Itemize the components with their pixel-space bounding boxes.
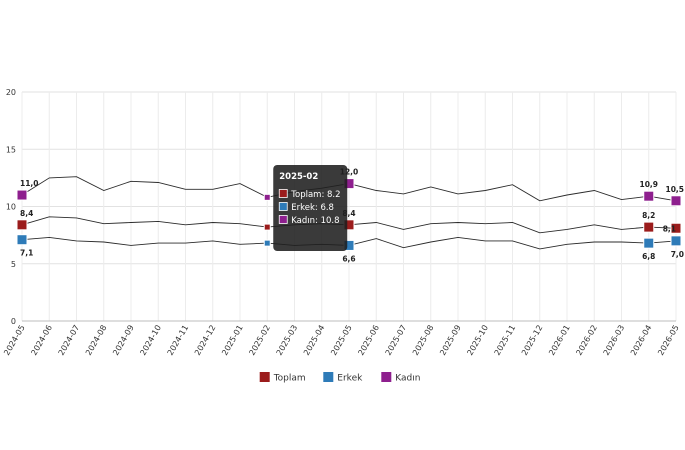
y-tick-label: 0 xyxy=(11,317,16,326)
legend-label-toplam: Toplam xyxy=(273,374,306,384)
data-label-kadın: 12,0 xyxy=(340,168,359,177)
x-tick-label: 2025-12 xyxy=(520,324,545,357)
tooltip-swatch-erkek xyxy=(278,202,288,211)
x-tick-label: 2025-08 xyxy=(411,324,436,357)
chart-data-labels: 8,4 8,4 8,2 8,1 7,1 6,6 6,8 7,0 11,0 12,0 10,9 10,5 xyxy=(20,168,684,264)
data-label-toplam: 8,2 xyxy=(642,211,655,220)
chart-legend: Toplam Erkek Kadın xyxy=(259,372,420,384)
marker-kadın xyxy=(263,193,271,201)
x-tick-label: 2024-09 xyxy=(111,324,136,357)
x-tick-label: 2025-09 xyxy=(438,324,463,357)
x-tick-label: 2025-07 xyxy=(384,324,409,357)
data-label-erkek: 7,0 xyxy=(671,250,684,259)
tooltip-title: 2025-02 xyxy=(279,172,318,182)
y-tick-label: 15 xyxy=(6,145,16,154)
x-tick-label: 2025-03 xyxy=(275,324,300,357)
data-label-kadın: 10,5 xyxy=(665,185,684,194)
legend-swatch-kadın xyxy=(381,372,392,382)
marker-erkek xyxy=(643,237,655,249)
chart-series xyxy=(16,176,682,251)
marker-kadın xyxy=(643,190,655,202)
tooltip-line-kadın: Kadın: 10.8 xyxy=(291,216,339,226)
tooltip-line-erkek: Erkek: 6.8 xyxy=(291,203,334,213)
x-tick-label: 2024-08 xyxy=(84,324,109,357)
data-label-erkek: 6,6 xyxy=(342,254,355,263)
marker-toplam xyxy=(263,223,271,231)
x-tick-label: 2024-10 xyxy=(138,324,163,357)
tooltip-swatch-kadın xyxy=(278,215,288,224)
marker-toplam xyxy=(643,221,655,233)
x-tick-label: 2024-12 xyxy=(193,324,218,357)
marker-erkek xyxy=(263,239,271,247)
x-tick-label: 2025-02 xyxy=(247,324,272,357)
y-tick-label: 5 xyxy=(11,260,16,269)
x-tick-label: 2025-01 xyxy=(220,324,245,357)
marker-kadın xyxy=(16,189,28,201)
chart-tooltip: 2025-02 Toplam: 8.2 Erkek: 6.8 Kadın: 10.8 xyxy=(273,165,348,251)
x-tick-label: 2025-05 xyxy=(329,324,354,357)
x-tick-label: 2025-11 xyxy=(493,324,518,357)
legend-label-kadın: Kadın xyxy=(395,374,420,384)
legend-swatch-erkek xyxy=(323,372,334,382)
x-tick-label: 2025-04 xyxy=(302,324,327,357)
marker-toplam xyxy=(670,222,682,234)
tooltip-line-toplam: Toplam: 8.2 xyxy=(290,190,340,200)
x-tick-label: 2025-10 xyxy=(465,324,490,357)
x-tick-label: 2025-06 xyxy=(356,324,381,357)
y-tick-label: 10 xyxy=(6,203,16,212)
data-label-kadın: 10,9 xyxy=(639,180,658,189)
x-tick-label: 2026-02 xyxy=(574,324,599,357)
y-tick-label: 20 xyxy=(6,88,16,97)
data-label-erkek: 7,1 xyxy=(20,249,33,258)
data-label-erkek: 6,8 xyxy=(642,252,655,261)
x-tick-label: 2026-05 xyxy=(656,324,681,357)
tooltip-swatch-toplam xyxy=(278,189,288,198)
marker-toplam xyxy=(16,219,28,231)
chart-grid xyxy=(21,91,677,322)
legend-label-erkek: Erkek xyxy=(337,374,363,384)
data-label-kadın: 11,0 xyxy=(20,179,39,188)
marker-erkek xyxy=(16,234,28,246)
x-tick-label: 2024-05 xyxy=(2,324,27,357)
x-tick-label: 2026-04 xyxy=(629,324,654,357)
x-tick-label: 2026-01 xyxy=(547,324,572,357)
x-tick-label: 2024-07 xyxy=(57,324,82,357)
data-label-toplam: 8,4 xyxy=(342,209,355,218)
data-label-toplam: 8,1 xyxy=(663,224,676,233)
x-tick-label: 2026-03 xyxy=(602,324,627,357)
tooltip-box xyxy=(273,165,348,251)
marker-erkek xyxy=(670,235,682,247)
x-tick-label: 2024-11 xyxy=(166,324,191,357)
x-tick-label: 2024-06 xyxy=(29,324,54,357)
marker-kadın xyxy=(670,195,682,207)
data-label-toplam: 8,4 xyxy=(20,209,33,218)
legend-swatch-toplam xyxy=(259,372,270,382)
